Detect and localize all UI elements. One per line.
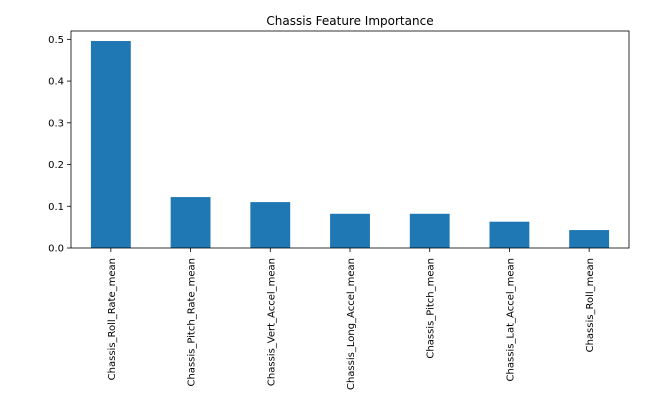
y-tick-label: 0.3 bbox=[48, 118, 64, 129]
bar-Chassis_Long_Accel_mean bbox=[330, 213, 370, 248]
bar-Chassis_Lat_Accel_mean bbox=[489, 221, 530, 248]
x-tick-label: Chassis_Roll_mean bbox=[585, 258, 596, 352]
y-tick-label: 0.5 bbox=[48, 35, 64, 46]
x-axis: Chassis_Roll_Rate_mean Chassis_Pitch_Rate… bbox=[107, 248, 596, 390]
x-tick-label: Chassis_Pitch_Rate_mean bbox=[187, 258, 198, 387]
x-tick-label: Chassis_Pitch_mean bbox=[426, 258, 437, 359]
bar-Chassis_Roll_Rate_mean bbox=[90, 41, 131, 249]
y-tick-label: 0.2 bbox=[48, 160, 64, 171]
bar-Chassis_Roll_mean bbox=[569, 230, 610, 248]
x-tick-label: Chassis_Vert_Accel_mean bbox=[266, 258, 277, 386]
x-tick-label: Chassis_Roll_Rate_mean bbox=[107, 258, 118, 380]
x-tick-label: Chassis_Long_Accel_mean bbox=[346, 258, 357, 390]
bar-Chassis_Pitch_Rate_mean bbox=[170, 197, 211, 248]
x-tick-label: Chassis_Lat_Accel_mean bbox=[505, 258, 516, 381]
y-tick-label: 0.0 bbox=[48, 244, 64, 255]
bar-Chassis_Pitch_mean bbox=[409, 213, 450, 248]
chart-title: Chassis Feature Importance bbox=[266, 14, 433, 28]
plot-frame bbox=[70, 30, 630, 249]
y-tick-label: 0.4 bbox=[48, 77, 64, 88]
y-axis: 0.0 0.1 0.2 0.3 0.4 0.5 bbox=[48, 35, 71, 255]
bars-group bbox=[90, 41, 610, 249]
y-tick-label: 0.1 bbox=[48, 202, 64, 213]
bar-Chassis_Vert_Accel_mean bbox=[250, 202, 291, 248]
